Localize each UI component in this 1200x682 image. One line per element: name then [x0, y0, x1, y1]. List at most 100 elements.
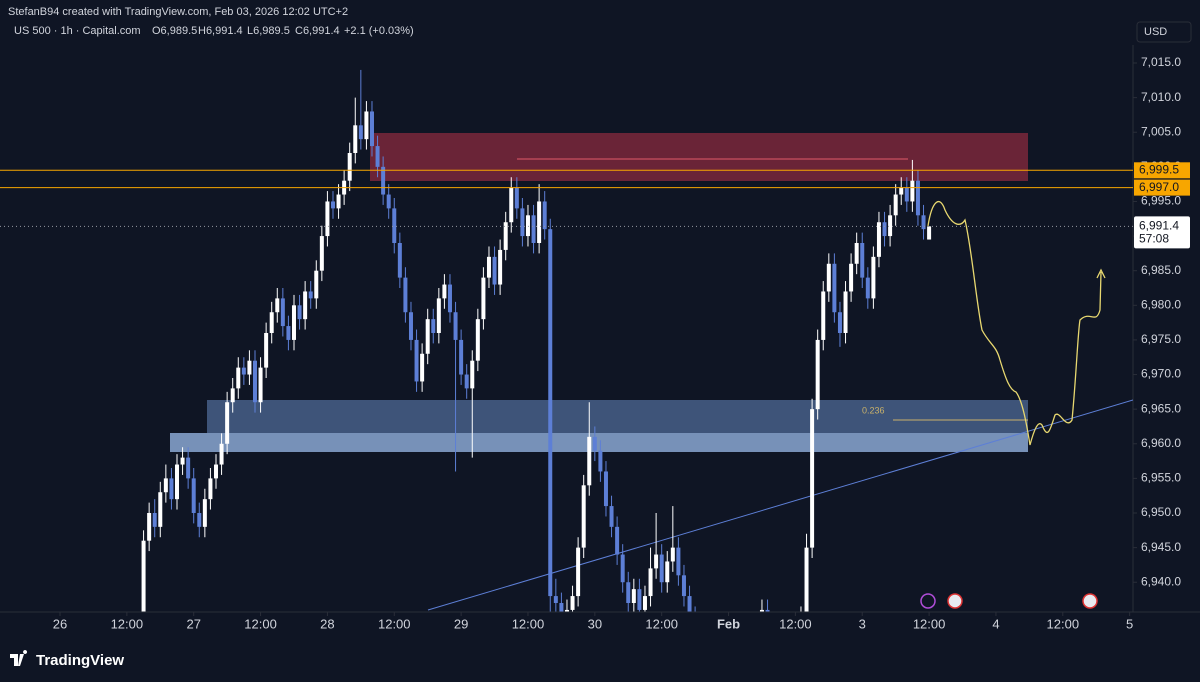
candle-body	[425, 319, 430, 354]
candle-body	[525, 215, 530, 237]
candle-body	[676, 547, 681, 576]
y-tick-label: 6,975.0	[1141, 332, 1181, 346]
candle-body	[319, 236, 324, 271]
candle-body	[191, 478, 196, 513]
x-tick-label: 12:00	[244, 616, 277, 631]
candle-body	[436, 298, 441, 333]
candle-body	[464, 374, 469, 389]
candle-body	[158, 492, 163, 527]
candle-body	[609, 506, 614, 527]
ohlc-open: O6,989.5	[152, 25, 197, 37]
x-tick-label: 27	[186, 616, 200, 631]
candle-body	[603, 471, 608, 507]
candle-body	[169, 478, 174, 500]
projection-arrow	[1096, 268, 1106, 279]
candle-body	[498, 249, 503, 285]
candle-body	[860, 243, 865, 278]
logo: TradingView	[10, 650, 124, 669]
candle-body	[408, 312, 413, 340]
candle-body	[888, 215, 893, 237]
ohlc-low: L6,989.5	[247, 25, 290, 37]
candle-body	[336, 194, 341, 209]
candle-body	[849, 263, 854, 292]
x-tick-label: 26	[53, 616, 67, 631]
fib-label: 0.236	[862, 405, 885, 415]
x-tick-label: 12:00	[913, 616, 946, 631]
candle-body	[386, 194, 391, 209]
candle-body	[353, 125, 358, 153]
candle-body	[893, 194, 898, 216]
candle-body	[826, 263, 831, 292]
candle-body	[291, 305, 296, 340]
candle-body	[280, 298, 285, 327]
symbol: US 500 · 1h · Capital.com	[14, 25, 141, 37]
candle-body	[681, 575, 686, 597]
event-icon[interactable]	[947, 593, 963, 609]
candle-body	[915, 180, 920, 216]
candle-body	[665, 561, 670, 583]
candle-body	[252, 360, 257, 403]
candle-body	[559, 603, 564, 612]
candle-body	[197, 513, 202, 527]
countdown: 57:08	[1139, 232, 1169, 246]
y-tick-label: 6,950.0	[1141, 505, 1181, 519]
projection-path	[927, 200, 1102, 446]
candles	[141, 69, 932, 612]
candle-body	[548, 229, 553, 597]
event-icon[interactable]	[920, 593, 936, 609]
candle-body	[141, 540, 146, 612]
candle-body	[258, 367, 263, 403]
x-tick-label: 12:00	[645, 616, 678, 631]
y-tick-label: 6,955.0	[1141, 471, 1181, 485]
candle-body	[620, 554, 625, 583]
candle-body	[670, 547, 675, 562]
candle-body	[631, 589, 636, 603]
candle-body	[275, 298, 280, 313]
candle-body	[581, 485, 586, 548]
x-tick-label: 12:00	[512, 616, 545, 631]
x-tick-label: 30	[588, 616, 602, 631]
x-tick-label: 4	[992, 616, 999, 631]
y-tick-label: 6,970.0	[1141, 367, 1181, 381]
candle-body	[375, 146, 380, 167]
candle-body	[403, 277, 408, 313]
candle-body	[442, 284, 447, 299]
level-label-box	[1134, 162, 1190, 179]
candle-body	[202, 499, 207, 527]
candle-body	[642, 596, 647, 610]
level-label-box	[1134, 179, 1190, 196]
event-icon[interactable]	[1082, 593, 1098, 609]
candle-body	[414, 339, 419, 382]
candle-body	[225, 402, 230, 444]
change: +2.1 (+0.03%)	[344, 25, 414, 37]
candle-body	[882, 222, 887, 237]
candle-body	[392, 208, 397, 243]
ohlc-high: H6,991.4	[198, 25, 243, 37]
candle-body	[542, 201, 547, 230]
currency: USD	[1144, 26, 1167, 38]
candle-body	[587, 436, 592, 486]
demand-zone	[170, 433, 1028, 452]
credit: StefanB94 created with TradingView.com, …	[8, 6, 348, 18]
x-tick-label: Feb	[717, 616, 740, 631]
candle-body	[269, 312, 274, 333]
candle-body	[431, 319, 436, 333]
candle-body	[871, 256, 876, 299]
currency-box[interactable]	[1136, 21, 1192, 43]
candle-body	[330, 201, 335, 209]
x-tick-label: 3	[859, 616, 866, 631]
candle-body	[492, 256, 497, 285]
y-tick-label: 6,960.0	[1141, 436, 1181, 450]
candle-body	[810, 409, 815, 548]
candle-body	[854, 243, 859, 264]
candle-body	[447, 284, 452, 313]
candle-body	[303, 291, 308, 320]
candle-body	[503, 222, 508, 250]
candle-body	[213, 464, 218, 479]
candle-body	[687, 596, 692, 612]
candle-body	[509, 187, 514, 223]
candle-body	[286, 326, 291, 340]
